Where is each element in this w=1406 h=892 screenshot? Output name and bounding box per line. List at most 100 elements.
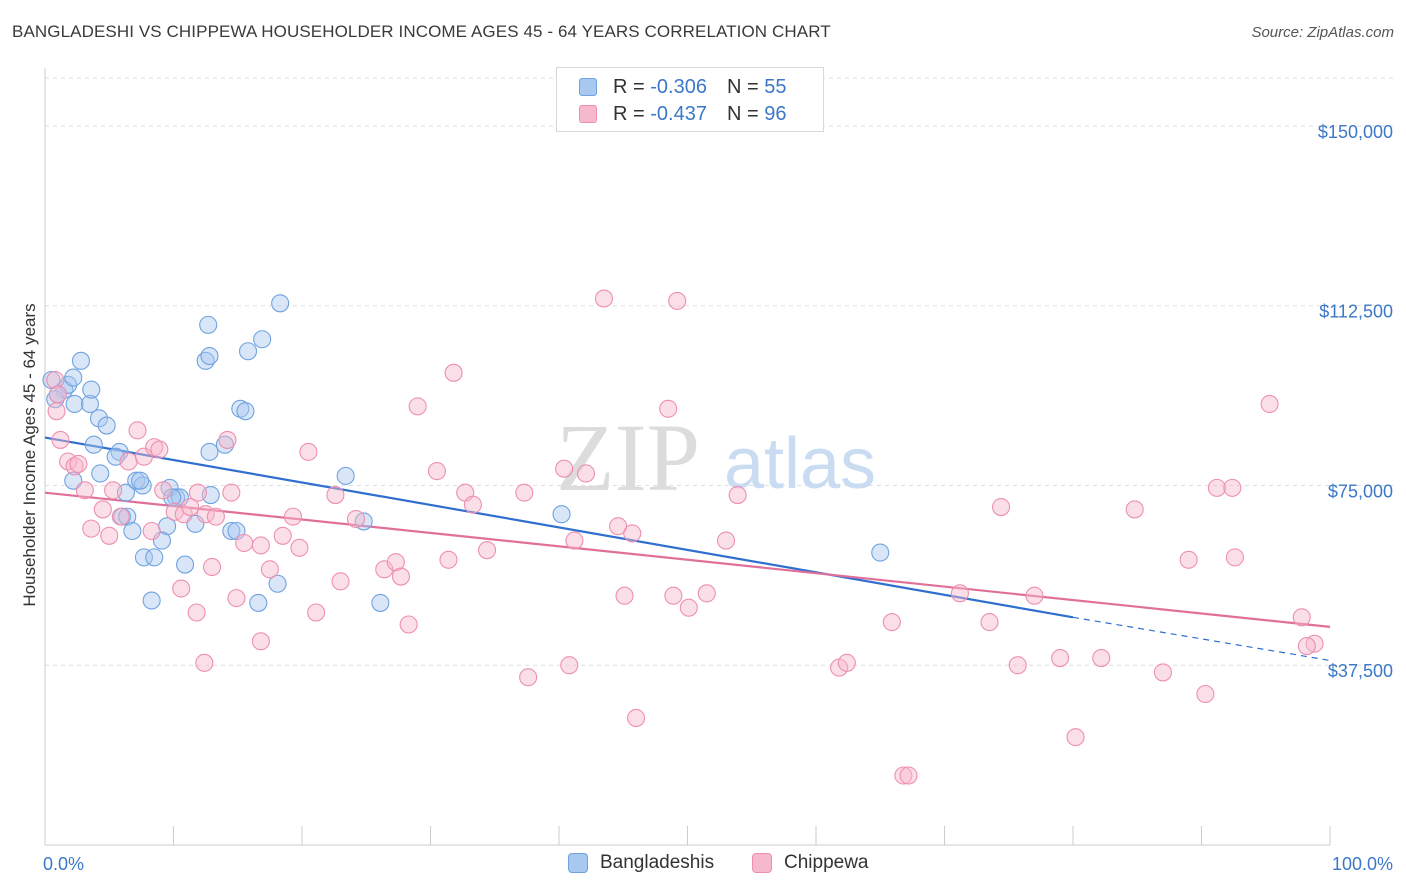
data-point-chippewa (427, 462, 446, 481)
y-tick-label: $112,500 (1319, 302, 1393, 322)
legend-swatch-bangladeshis (579, 78, 597, 96)
data-point-chippewa (172, 579, 191, 598)
data-point-bangladeshis (131, 471, 150, 490)
data-point-chippewa (391, 567, 410, 586)
data-point-bangladeshis (552, 505, 571, 524)
data-point-chippewa (623, 524, 642, 543)
data-point-chippewa (399, 615, 418, 634)
data-point-bangladeshis (118, 507, 137, 526)
data-point-chippewa (69, 454, 88, 473)
data-point-chippewa (47, 402, 66, 421)
data-point-chippewa (1025, 586, 1044, 605)
data-point-bangladeshis (200, 346, 219, 366)
data-point-chippewa (154, 481, 173, 500)
data-point-chippewa (1207, 478, 1226, 497)
axes (44, 68, 1331, 846)
legend-row-bangladeshis: R = -0.306 N = 55 (579, 75, 786, 99)
data-point-chippewa (142, 521, 161, 541)
data-point-chippewa (627, 708, 646, 728)
data-point-chippewa (664, 586, 683, 605)
data-point-chippewa (1260, 394, 1279, 414)
data-point-chippewa (1297, 637, 1316, 656)
data-point-chippewa (181, 497, 200, 517)
legend-r-value: -0.306 (650, 75, 707, 98)
data-point-bangladeshis (249, 593, 268, 612)
data-point-chippewa (187, 603, 206, 622)
data-point-chippewa (100, 526, 119, 545)
series-swatch-chippewa (752, 853, 772, 873)
data-point-chippewa (1153, 663, 1172, 682)
data-point-chippewa (48, 385, 67, 404)
legend-box: R = -0.306 N = 55 R = -0.437 N = 96 (556, 67, 824, 132)
data-point-chippewa (477, 541, 497, 560)
data-point-bangladeshis (97, 416, 116, 435)
trendline-chippewa (44, 491, 1331, 628)
data-point-chippewa (991, 497, 1011, 517)
data-point-chippewa (128, 421, 147, 440)
data-point-bangladeshis (133, 476, 152, 495)
gridlines (45, 77, 1395, 666)
data-point-chippewa (1225, 548, 1244, 567)
data-point-chippewa (668, 291, 687, 310)
data-point-chippewa (188, 483, 207, 502)
watermark-atlas: atlas (724, 424, 876, 504)
data-point-chippewa (697, 584, 716, 603)
data-point-chippewa (195, 653, 214, 672)
data-point-chippewa (565, 531, 584, 550)
data-point-chippewa (439, 550, 458, 569)
data-point-chippewa (326, 486, 345, 505)
data-point-chippewa (894, 766, 913, 785)
data-point-chippewa (1125, 500, 1144, 519)
data-point-chippewa (1092, 648, 1111, 668)
data-point-bangladeshis (142, 591, 161, 610)
data-point-chippewa (615, 586, 634, 605)
data-point-chippewa (46, 370, 65, 390)
data-point-chippewa (980, 613, 999, 632)
data-point-bangladeshis (134, 548, 153, 567)
trendline-bangladeshis (44, 436, 1074, 619)
data-point-bangladeshis (123, 521, 142, 541)
data-point-chippewa (679, 598, 698, 617)
series-legend-chippewa[interactable]: Chippewa (752, 852, 869, 874)
data-point-bangladeshis (200, 442, 219, 461)
data-point-chippewa (386, 553, 405, 572)
data-point-chippewa (174, 505, 193, 524)
data-point-chippewa (299, 442, 318, 461)
watermark: ZIP atlas (556, 404, 876, 511)
legend-n-value: 96 (764, 102, 787, 125)
data-point-bangladeshis (89, 409, 109, 428)
data-point-chippewa (235, 533, 254, 553)
series-legend-bangladeshis[interactable]: Bangladeshis (568, 852, 714, 874)
data-point-bangladeshis (336, 466, 355, 485)
data-point-bangladeshis (271, 294, 290, 313)
data-point-chippewa (519, 668, 538, 687)
data-point-chippewa (203, 557, 222, 577)
data-point-chippewa (251, 632, 270, 651)
data-point-chippewa (283, 507, 303, 526)
data-point-chippewa (444, 363, 463, 382)
data-point-chippewa (899, 766, 918, 785)
watermark-zip: ZIP (556, 404, 700, 511)
data-point-chippewa (218, 430, 237, 449)
data-point-chippewa (1066, 728, 1085, 747)
data-point-chippewa (560, 656, 579, 675)
data-point-bangladeshis (64, 368, 83, 387)
data-point-bangladeshis (163, 488, 182, 507)
data-point-chippewa (273, 526, 292, 545)
data-point-chippewa (82, 519, 101, 538)
data-point-chippewa (609, 517, 628, 536)
data-point-bangladeshis (371, 593, 390, 612)
data-point-bangladeshis (176, 555, 195, 574)
data-point-bangladeshis (236, 402, 255, 421)
chart-title: BANGLADESHI VS CHIPPEWA HOUSEHOLDER INCO… (12, 22, 831, 41)
data-point-chippewa (51, 430, 70, 449)
y-tick-label: $75,000 (1328, 481, 1393, 501)
data-point-bangladeshis (71, 351, 91, 370)
data-point-chippewa (463, 495, 482, 514)
data-point-bangladeshis (238, 342, 258, 361)
y-tick-label: $150,000 (1318, 122, 1393, 142)
trendlines (44, 436, 1331, 662)
data-point-bangladeshis (64, 471, 83, 490)
data-point-chippewa (260, 560, 279, 579)
data-point-chippewa (1196, 684, 1215, 704)
